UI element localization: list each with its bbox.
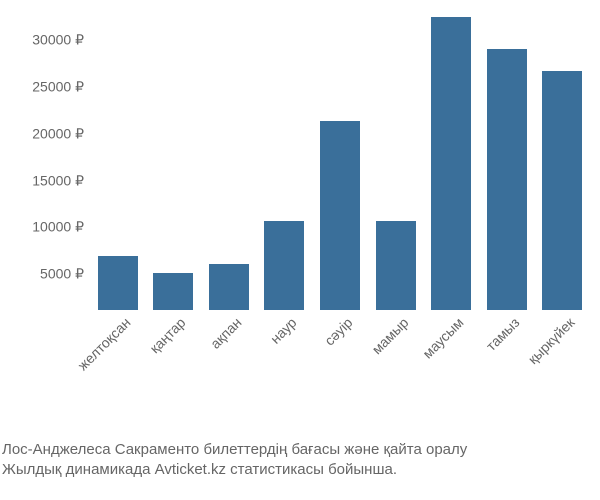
bar bbox=[376, 221, 416, 310]
bar bbox=[264, 221, 304, 310]
price-bar-chart: 5000 ₽ 10000 ₽ 15000 ₽ 20000 ₽ 25000 ₽ 30000 … bbox=[0, 0, 600, 500]
x-tick-label: наур bbox=[263, 310, 300, 347]
y-tick-label: 15000 ₽ bbox=[32, 172, 90, 189]
x-tick-label: желтоқсан bbox=[70, 310, 133, 373]
x-tick-label: тамыз bbox=[478, 310, 522, 354]
y-tick-label: 25000 ₽ bbox=[32, 78, 90, 95]
x-tick-label: ақпан bbox=[203, 310, 245, 352]
bar bbox=[98, 256, 138, 310]
bar-slot: сәуір bbox=[312, 10, 368, 310]
x-tick-label: маусым bbox=[415, 310, 466, 361]
bar-slot: қыркүйек bbox=[535, 10, 591, 310]
bar-slot: наур bbox=[257, 10, 313, 310]
bar-slot: ақпан bbox=[201, 10, 257, 310]
bar-slot: қаңтар bbox=[146, 10, 202, 310]
bar bbox=[431, 17, 471, 310]
bar-slot: тамыз bbox=[479, 10, 535, 310]
x-tick-label: сәуір bbox=[317, 310, 356, 349]
bar bbox=[487, 49, 527, 310]
x-tick-label: мамыр bbox=[364, 310, 411, 357]
bar bbox=[209, 264, 249, 310]
y-tick-label: 5000 ₽ bbox=[40, 266, 90, 283]
y-tick-label: 10000 ₽ bbox=[32, 219, 90, 236]
y-tick-label: 30000 ₽ bbox=[32, 31, 90, 48]
bar bbox=[320, 121, 360, 310]
bar-slot: желтоқсан bbox=[90, 10, 146, 310]
plot-area: 5000 ₽10000 ₽15000 ₽20000 ₽25000 ₽30000 … bbox=[90, 10, 590, 310]
chart-caption: Лос-Анджелеса Сакраменто билеттердің бағ… bbox=[0, 440, 600, 481]
caption-line-1: Лос-Анджелеса Сакраменто билеттердің бағ… bbox=[2, 440, 594, 460]
bar bbox=[542, 71, 582, 310]
y-tick-label: 35000 ₽ bbox=[32, 0, 90, 2]
bar bbox=[153, 273, 193, 311]
bars-container: желтоқсанқаңтарақпаннаурсәуірмамырмаусым… bbox=[90, 10, 590, 310]
bar-slot: маусым bbox=[423, 10, 479, 310]
x-tick-label: қаңтар bbox=[143, 310, 189, 356]
y-tick-label: 20000 ₽ bbox=[32, 125, 90, 142]
caption-line-2: Жылдық динамикада Avticket.kz статистика… bbox=[2, 460, 594, 480]
x-tick-label: қыркүйек bbox=[521, 310, 578, 367]
bar-slot: мамыр bbox=[368, 10, 424, 310]
